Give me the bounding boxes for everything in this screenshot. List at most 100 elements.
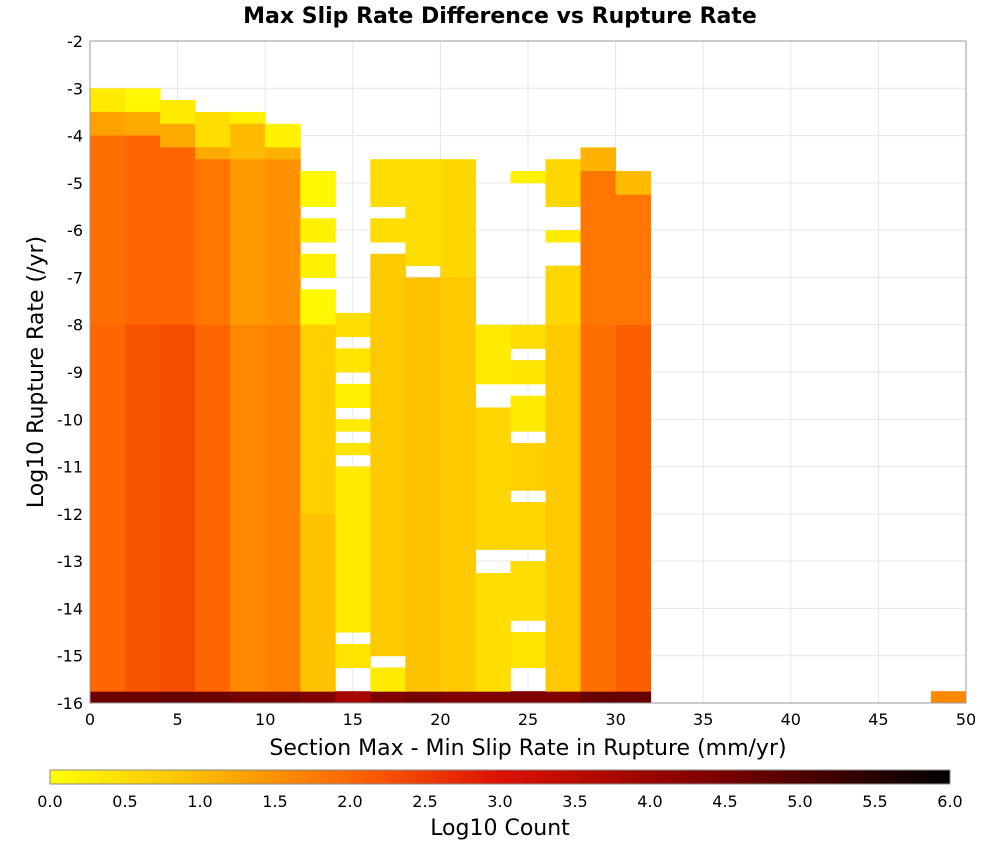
y-tick-label: -6	[67, 221, 83, 240]
colorbar-tick-label: 4.5	[712, 792, 737, 811]
y-axis-label: Log10 Rupture Rate (/yr)	[24, 236, 49, 508]
heatmap-cell	[370, 667, 406, 692]
heatmap-cell	[370, 218, 406, 243]
x-tick-label: 50	[956, 710, 976, 729]
heatmap-cell	[90, 111, 126, 137]
heatmap-cell	[545, 159, 582, 207]
heatmap-cell	[300, 289, 336, 326]
y-tick-label: -9	[67, 363, 83, 382]
heatmap-cell	[160, 324, 196, 692]
heatmap-cell	[125, 135, 161, 326]
heatmap-cell	[580, 147, 617, 172]
heatmap-cell	[195, 111, 231, 148]
heatmap-cell	[125, 324, 161, 692]
heatmap-cell	[615, 324, 652, 692]
heatmap-cell	[195, 324, 231, 692]
heatmap-cell	[580, 171, 617, 326]
y-tick-label: -8	[67, 316, 83, 335]
heatmap-cell	[405, 691, 441, 703]
colorbar-tick-label: 3.5	[562, 792, 587, 811]
heatmap-cell	[125, 111, 161, 137]
colorbar-tick-label: 5.0	[787, 792, 812, 811]
colorbar-tick-label: 0.0	[37, 792, 62, 811]
heatmap-cell	[370, 253, 406, 657]
colorbar-tick-label: 2.0	[337, 792, 362, 811]
heatmap-cell	[475, 691, 511, 703]
y-tick-label: -10	[57, 410, 83, 429]
heatmap-cell	[230, 691, 266, 703]
heatmap-cell	[335, 691, 371, 703]
x-tick-label: 0	[85, 710, 95, 729]
colorbar-tick-label: 2.5	[412, 792, 437, 811]
heatmap-cells	[90, 88, 967, 703]
heatmap-cell	[405, 277, 441, 692]
y-tick-label: -15	[57, 647, 83, 666]
y-tick-label: -7	[67, 268, 83, 287]
heatmap-cell	[230, 123, 266, 160]
x-axis-label: Section Max - Min Slip Rate in Rupture (…	[269, 736, 786, 761]
heatmap-cell	[265, 691, 301, 703]
heatmap-cell	[580, 691, 617, 703]
y-tick-label: -2	[67, 32, 83, 51]
colorbar-tick-label: 5.5	[862, 792, 887, 811]
x-tick-label: 25	[518, 710, 538, 729]
heatmap-cell	[510, 632, 547, 669]
heatmap-cell	[615, 171, 652, 196]
heatmap-cell	[90, 88, 126, 113]
heatmap-cell	[195, 691, 231, 703]
heatmap-cell	[335, 383, 371, 408]
heatmap-cell	[300, 218, 336, 243]
heatmap-cell	[335, 312, 371, 338]
x-tick-label: 15	[343, 710, 363, 729]
y-tick-label: -12	[57, 505, 83, 524]
heatmap-cell	[90, 324, 126, 692]
heatmap-cell	[265, 324, 301, 692]
heatmap-cell	[370, 159, 406, 207]
heatmap-cell	[440, 277, 476, 692]
x-tick-labels: 0 5 10 15 20 25 30 35 40 45 50	[85, 710, 976, 729]
heatmap-cell	[265, 147, 301, 160]
heatmap-cell	[125, 691, 161, 703]
colorbar-tick-label: 1.5	[262, 792, 287, 811]
colorbar-label: Log10 Count	[430, 816, 570, 841]
colorbar-tick-label: 1.0	[187, 792, 212, 811]
heatmap-cell	[510, 691, 547, 703]
chart-title: Max Slip Rate Difference vs Rupture Rate	[243, 4, 757, 29]
heatmap-cell	[300, 691, 336, 703]
plot-frame	[89, 40, 967, 704]
heatmap-cell	[160, 147, 196, 326]
heatmap-cell	[510, 442, 547, 491]
y-tick-label: -13	[57, 552, 83, 571]
heatmap-cell	[510, 502, 547, 550]
y-tick-label: -11	[57, 458, 83, 477]
heatmap-cell	[930, 691, 967, 703]
heatmap-cell	[545, 691, 582, 703]
y-tick-label: -5	[67, 174, 83, 193]
heatmap-cell	[615, 691, 652, 703]
heatmap-cell	[510, 171, 547, 184]
heatmap-cell	[300, 253, 336, 278]
heatmap-cell	[300, 324, 336, 515]
x-tick-label: 20	[430, 710, 450, 729]
colorbar-tick-label: 6.0	[937, 792, 962, 811]
heatmap-cell	[335, 419, 371, 432]
y-tick-label: -14	[57, 599, 83, 618]
heatmap-cell	[335, 643, 371, 669]
heatmap-cell	[90, 135, 126, 326]
heatmap-cell	[335, 442, 371, 456]
heatmap-cell	[125, 88, 161, 113]
heatmap-cell	[510, 561, 547, 621]
heatmap-cell	[510, 360, 547, 385]
heatmap-cell	[265, 159, 301, 326]
y-tick-labels: -2 -3 -4 -5 -6 -7 -8 -9 -10 -11 -12 -13 -14 -15 -16	[57, 32, 83, 713]
y-tick-label: -3	[67, 79, 83, 98]
y-tick-label: -4	[67, 127, 83, 146]
heatmap-cell	[230, 111, 266, 125]
heatmap-cell	[90, 691, 126, 703]
heatmap-cell	[300, 171, 336, 207]
heatmap-cell	[475, 407, 511, 550]
colorbar-tick-label: 0.5	[112, 792, 137, 811]
heatmap-cell	[580, 324, 617, 692]
heatmap-cell	[335, 348, 371, 373]
